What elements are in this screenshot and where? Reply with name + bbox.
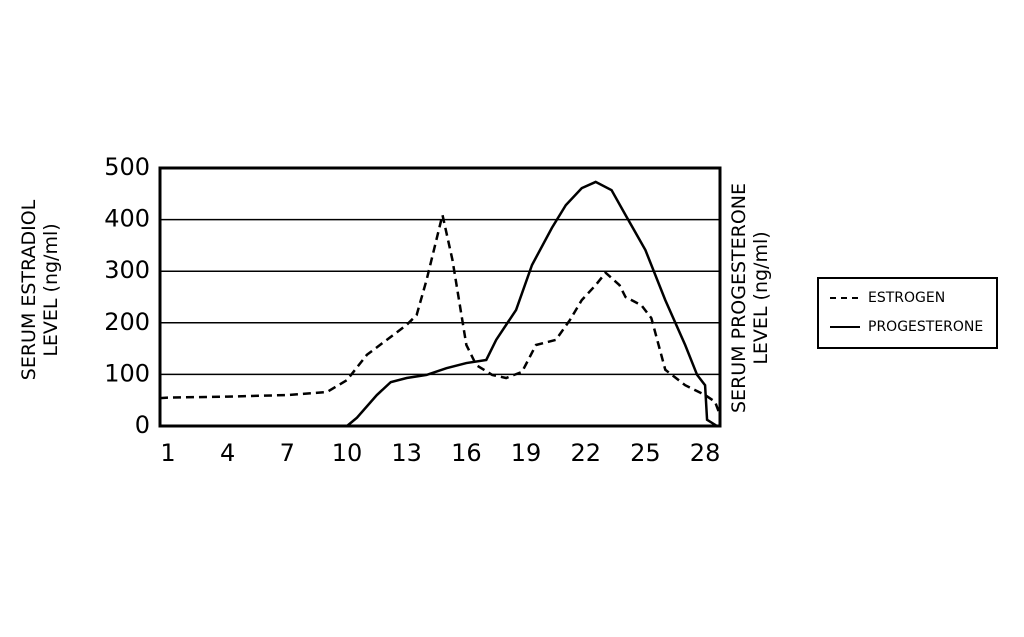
y-tick-label: 500	[104, 153, 150, 181]
y-axis-label: SERUM ESTRADIOLLEVEL (ng/ml)	[18, 199, 62, 380]
x-tick-label: 1	[160, 439, 175, 467]
x-tick-label: 4	[220, 439, 235, 467]
y-tick-label: 100	[104, 359, 150, 387]
legend-box	[817, 277, 998, 349]
y2-axis-label: SERUM PROGESTERONELEVEL (ng/ml)	[728, 183, 772, 413]
legend-label: PROGESTERONE	[868, 319, 983, 335]
x-tick-label: 7	[280, 439, 295, 467]
series-line	[346, 180, 718, 428]
y-tick-label: 400	[104, 205, 150, 233]
x-tick-label: 22	[570, 439, 601, 467]
legend-label: ESTROGEN	[868, 290, 945, 306]
x-tick-label: 10	[332, 439, 363, 467]
series-line	[159, 214, 722, 416]
x-tick-label: 28	[690, 439, 721, 467]
y-tick-label: 300	[104, 256, 150, 284]
x-tick-label: 25	[630, 439, 661, 467]
y-tick-label: 200	[104, 308, 150, 336]
x-tick-label: 19	[511, 439, 542, 467]
x-tick-label: 13	[391, 439, 422, 467]
plot-frame	[158, 166, 722, 428]
y-tick-label: 0	[135, 411, 150, 439]
x-tick-label: 16	[451, 439, 482, 467]
